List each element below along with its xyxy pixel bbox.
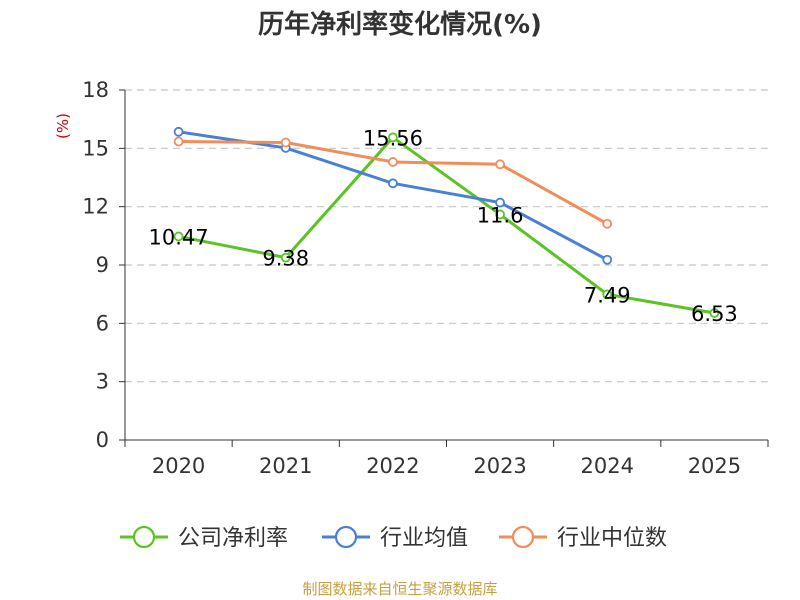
data-point[interactable] [173, 126, 184, 137]
legend-marker [511, 525, 535, 549]
data-label: 11.6 [477, 203, 524, 227]
x-tick-label: 2025 [688, 454, 741, 478]
data-label: 15.56 [363, 126, 423, 150]
legend-label: 行业均值 [380, 526, 468, 551]
series-1 [173, 132, 720, 318]
data-point[interactable] [495, 209, 505, 220]
x-tick-label: 2024 [581, 454, 634, 478]
y-axis-unit-label: (%) [54, 113, 72, 139]
x-tick-label: 2021 [259, 454, 312, 478]
data-point[interactable] [388, 157, 398, 167]
axes: 0 3 6 9 12 15 18 2020 2021 2022 2023 2024 2025 [82, 78, 769, 478]
legend-item-2[interactable]: 行业均值 [322, 525, 468, 551]
y-tick-label: 15 [82, 136, 109, 160]
data-point[interactable] [495, 159, 505, 170]
y-tick-label: 9 [96, 253, 109, 277]
y-tick-label: 6 [96, 311, 109, 335]
data-point[interactable] [173, 136, 184, 147]
grid-lines [125, 89, 768, 383]
chart-title: 历年净利率变化情况(%) [258, 9, 542, 40]
x-tick-label: 2023 [473, 454, 526, 478]
data-point[interactable] [280, 252, 291, 263]
data-labels: 10.47 9.38 15.56 11.6 7.49 6.53 [149, 126, 738, 326]
series-line [177, 130, 609, 262]
data-label: 10.47 [149, 225, 209, 249]
data-point[interactable] [602, 289, 613, 300]
data-point[interactable] [388, 132, 398, 143]
series-3 [173, 136, 613, 229]
y-tick-label: 18 [82, 78, 109, 102]
legend-label: 公司净利率 [178, 526, 288, 551]
y-tick-label: 12 [82, 195, 109, 219]
legend-item-3[interactable]: 行业中位数 [499, 525, 667, 551]
data-point[interactable] [602, 254, 613, 265]
legend-label: 行业中位数 [557, 526, 667, 551]
series-line [177, 135, 716, 315]
source-note: 制图数据来自恒生聚源数据库 [302, 580, 497, 598]
legend-marker [334, 525, 358, 549]
x-tick-label: 2020 [152, 454, 205, 478]
legend-marker [132, 525, 156, 549]
data-label: 6.53 [691, 302, 738, 326]
series-lines [173, 126, 720, 318]
y-tick-label: 3 [96, 370, 109, 394]
x-tick-label: 2022 [366, 454, 419, 478]
data-point[interactable] [602, 218, 613, 229]
data-point[interactable] [173, 231, 184, 242]
data-point[interactable] [388, 178, 398, 189]
y-tick-label: 0 [96, 428, 109, 452]
legend-item-1[interactable]: 公司净利率 [120, 525, 288, 551]
legend[interactable]: 公司净利率 行业均值 行业中位数 [120, 525, 667, 551]
data-label: 7.49 [584, 283, 631, 307]
data-point[interactable] [495, 197, 505, 208]
data-point[interactable] [709, 308, 720, 318]
data-label: 9.38 [262, 247, 309, 271]
data-point[interactable] [280, 137, 291, 148]
